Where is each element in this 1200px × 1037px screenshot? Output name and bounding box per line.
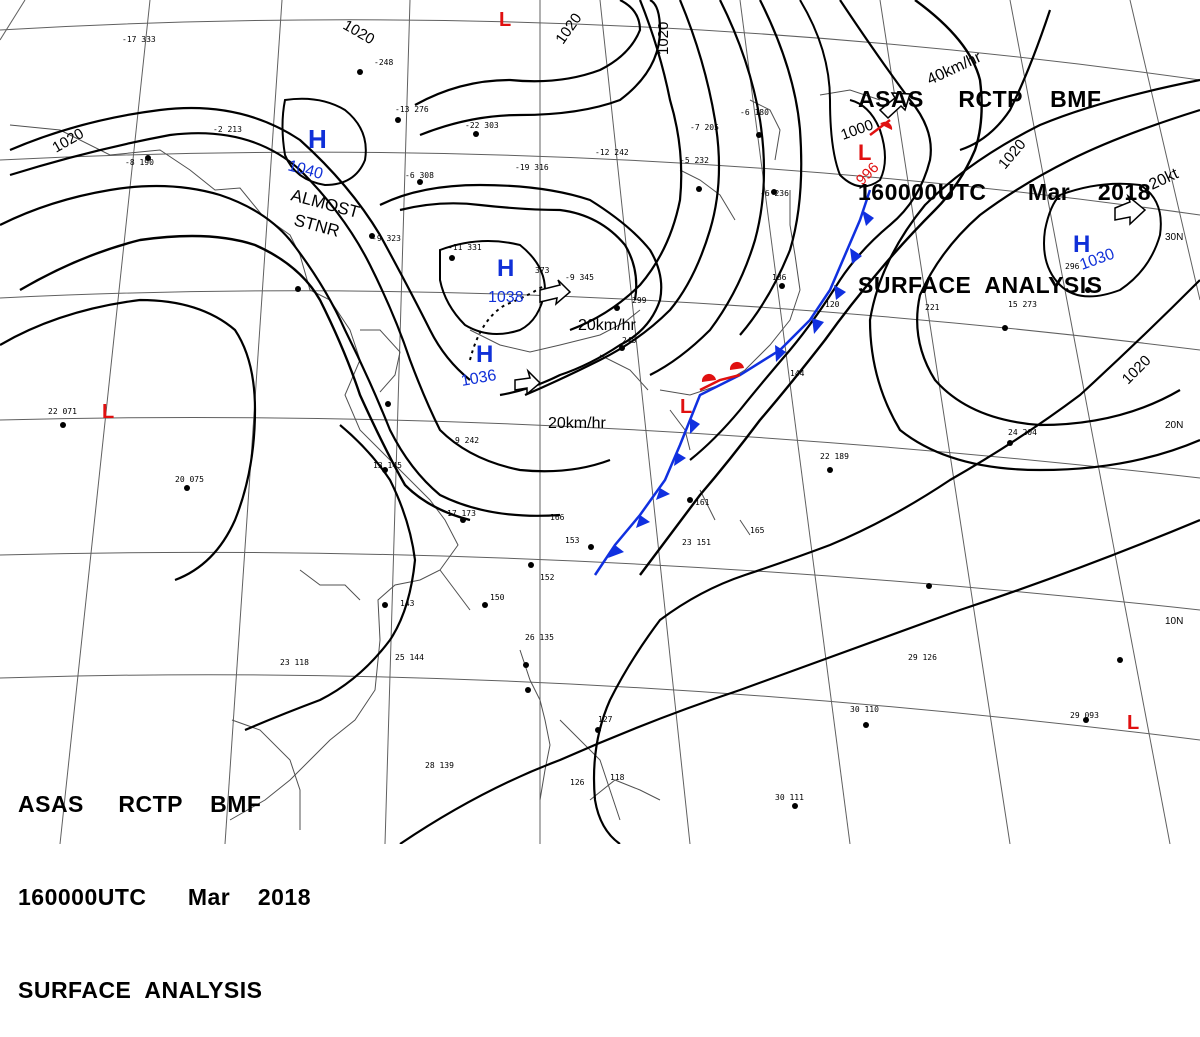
motion-label: 20km/hr [578, 317, 636, 334]
lat-label-20n: 20N [1165, 420, 1183, 431]
svg-text:296: 296 [1065, 262, 1080, 271]
svg-text:9 242: 9 242 [455, 436, 479, 445]
svg-text:161: 161 [695, 498, 710, 507]
svg-text:-9 323: -9 323 [372, 234, 401, 243]
svg-text:-22 303: -22 303 [465, 121, 499, 130]
svg-text:23 118: 23 118 [280, 658, 309, 667]
svg-text:150: 150 [490, 593, 505, 602]
svg-text:-7 205: -7 205 [690, 123, 719, 132]
svg-text:-17 333: -17 333 [122, 35, 156, 44]
high-value: 1036 [460, 367, 498, 390]
station-markers [60, 69, 1123, 809]
svg-text:-11 331: -11 331 [448, 243, 482, 252]
station-labels: -17 333 -248 -13 276 -22 303 -6 308 -9 323 -… [48, 35, 1099, 802]
svg-text:-2 213: -2 213 [213, 125, 242, 134]
svg-text:28 139: 28 139 [425, 761, 454, 770]
high-center: H 1040 [286, 124, 327, 183]
warm-front [699, 119, 893, 392]
svg-text:-8 190: -8 190 [125, 158, 154, 167]
isobar-label: 1020 [552, 10, 585, 47]
header-line-1: ASAS RCTP BMF [858, 86, 1102, 112]
motion-arrows [514, 92, 1147, 396]
svg-text:29 093: 29 093 [1070, 711, 1099, 720]
svg-text:15 273: 15 273 [1008, 300, 1037, 309]
svg-text:17 173: 17 173 [447, 509, 476, 518]
svg-text:24 204: 24 204 [1008, 428, 1037, 437]
motion-label: 20kt [1147, 165, 1182, 193]
high-symbol: H [308, 124, 327, 154]
high-value: 1038 [488, 289, 524, 306]
svg-text:26 135: 26 135 [525, 633, 554, 642]
svg-text:-9 345: -9 345 [565, 273, 594, 282]
high-symbol: H [476, 341, 493, 368]
svg-text:-6 180: -6 180 [740, 108, 769, 117]
header-line-2: 160000UTC Mar 2018 [858, 179, 1151, 205]
header-title-block: ASAS RCTP BMF 160000UTC Mar 2018 SURFACE… [858, 22, 1151, 332]
svg-text:221: 221 [925, 303, 940, 312]
footer-line-1: ASAS RCTP BMF [18, 791, 262, 817]
svg-text:-19 316: -19 316 [515, 163, 549, 172]
svg-text:13 145: 13 145 [373, 461, 402, 470]
svg-text:144: 144 [790, 369, 805, 378]
svg-text:126: 126 [570, 778, 585, 787]
svg-text:166: 166 [550, 513, 565, 522]
header-line-3: SURFACE ANALYSIS [858, 272, 1103, 298]
low-symbol-top: L [499, 9, 511, 31]
svg-text:-248: -248 [374, 58, 393, 67]
svg-text:22 071: 22 071 [48, 407, 77, 416]
latitude-labels: 30N 20N 10N [1165, 232, 1183, 627]
ridge-line [469, 284, 546, 361]
svg-text:23 151: 23 151 [682, 538, 711, 547]
svg-text:29 126: 29 126 [908, 653, 937, 662]
isobar-label: 1020 [655, 22, 672, 55]
low-center: L [1127, 712, 1139, 734]
isobar-label: 1020 [1119, 352, 1155, 388]
svg-text:120: 120 [825, 300, 840, 309]
svg-text:127: 127 [598, 715, 613, 724]
svg-text:165: 165 [750, 526, 765, 535]
low-symbol-front: L [680, 396, 692, 418]
svg-text:-12 242: -12 242 [595, 148, 629, 157]
lat-label-30n: 30N [1165, 232, 1183, 243]
svg-text:30 110: 30 110 [850, 705, 879, 714]
low-symbol-west: L [102, 401, 114, 423]
cold-front [593, 189, 874, 576]
svg-text:-6 236: -6 236 [760, 189, 789, 198]
svg-text:299: 299 [632, 296, 647, 305]
svg-text:118: 118 [610, 773, 625, 782]
pressure-centers: H 1040 H 1038 H 1036 H 1030 L 996 L L L … [102, 9, 1139, 734]
weather-map: -17 333 -248 -13 276 -22 303 -6 308 -9 323 -… [0, 0, 1200, 844]
svg-text:152: 152 [540, 573, 555, 582]
isobar-label: 1020 [340, 17, 377, 48]
high-symbol: H [1073, 231, 1090, 258]
svg-text:186: 186 [772, 273, 787, 282]
lat-label-10n: 10N [1165, 616, 1183, 627]
high-symbol: H [497, 255, 514, 282]
high-center: H 1038 [488, 255, 524, 306]
footer-line-2: 160000UTC Mar 2018 [18, 884, 311, 910]
low-symbol: L [858, 140, 871, 165]
svg-text:20 075: 20 075 [175, 475, 204, 484]
high-center: H 1036 [460, 341, 498, 390]
footer-line-3: SURFACE ANALYSIS [18, 977, 263, 1003]
svg-text:-6 308: -6 308 [405, 171, 434, 180]
svg-text:22 189: 22 189 [820, 452, 849, 461]
footer-title-block: ASAS RCTP BMF 160000UTC Mar 2018 SURFACE… [18, 727, 311, 1037]
low-symbol: L [1127, 712, 1139, 734]
isobars [0, 0, 1200, 844]
motion-label: 20km/hr [548, 415, 606, 432]
svg-text:-5 232: -5 232 [680, 156, 709, 165]
svg-text:143: 143 [400, 599, 415, 608]
graticule [0, 0, 1200, 844]
svg-text:25 144: 25 144 [395, 653, 424, 662]
svg-text:245: 245 [622, 336, 637, 345]
svg-text:30 111: 30 111 [775, 793, 804, 802]
coastlines [9, 89, 881, 830]
svg-text:153: 153 [565, 536, 580, 545]
svg-text:373: 373 [535, 266, 550, 275]
svg-text:-13 276: -13 276 [395, 105, 429, 114]
